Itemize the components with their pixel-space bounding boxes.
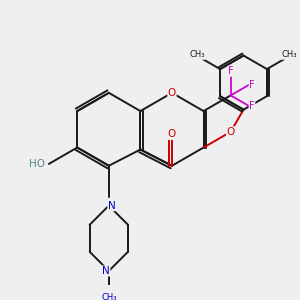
Text: N: N — [102, 266, 110, 276]
Text: O: O — [168, 129, 176, 140]
Text: F: F — [249, 101, 255, 111]
Text: HO: HO — [28, 159, 45, 169]
Text: CH₃: CH₃ — [190, 50, 205, 59]
Text: O: O — [226, 127, 235, 137]
Text: F: F — [249, 80, 255, 90]
Text: F: F — [228, 66, 233, 76]
Text: CH₃: CH₃ — [282, 50, 297, 59]
Text: N: N — [108, 201, 116, 211]
Text: O: O — [168, 88, 176, 98]
Text: CH₃: CH₃ — [101, 293, 117, 300]
